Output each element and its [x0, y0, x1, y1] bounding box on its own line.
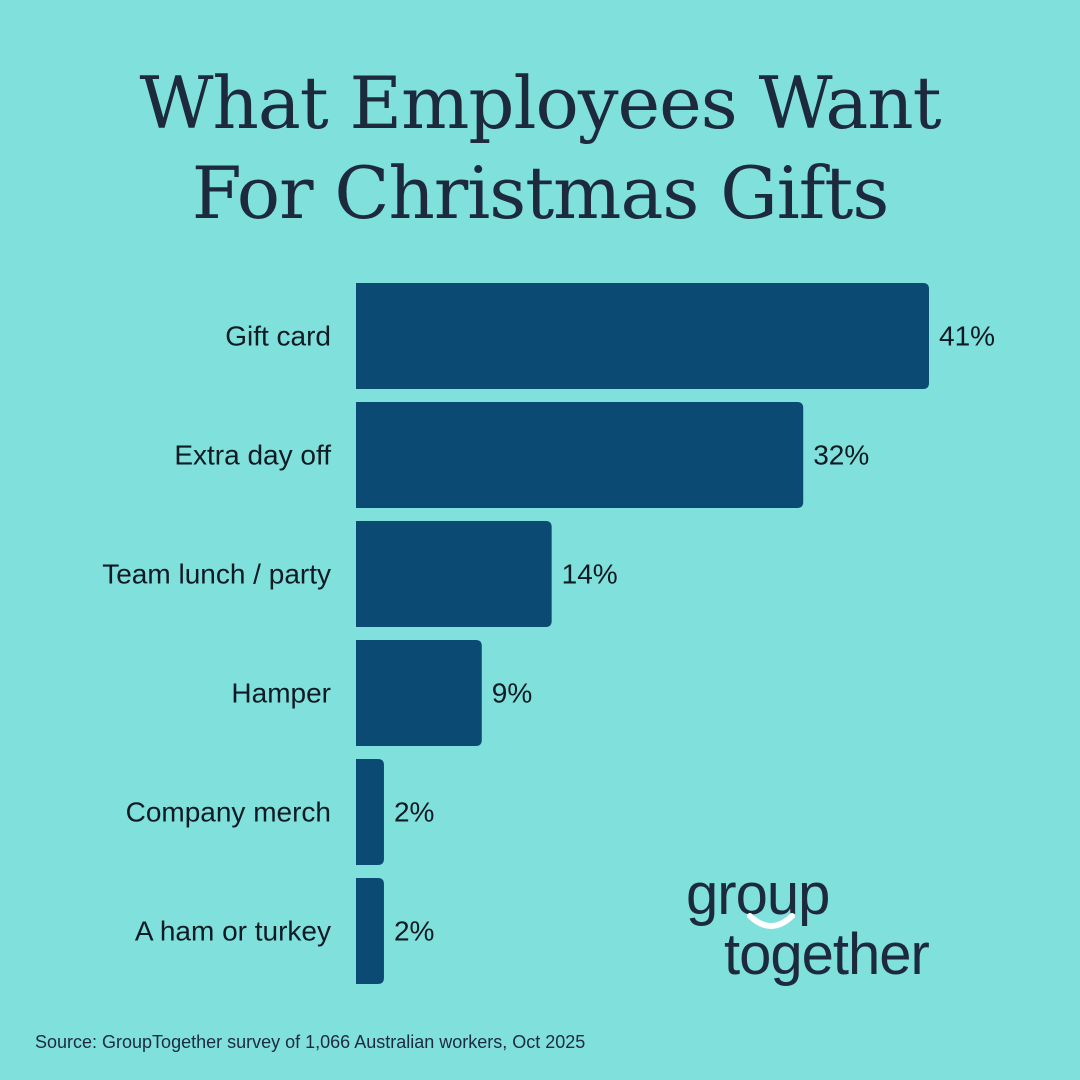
- category-label: A ham or turkey: [135, 915, 331, 946]
- category-label: Team lunch / party: [102, 558, 331, 589]
- chart-title: What Employees Want For Christmas Gifts: [0, 58, 1080, 238]
- source-note: Source: GroupTogether survey of 1,066 Au…: [35, 1032, 586, 1052]
- grouptogether-logo: group together: [686, 866, 1016, 996]
- logo-word-group: group: [686, 862, 830, 927]
- bar-a-ham-or-turkey: [356, 878, 384, 984]
- value-label: 14%: [562, 558, 618, 589]
- bar-team-lunch-party: [356, 521, 552, 627]
- category-label: Hamper: [231, 677, 331, 708]
- value-label: 2%: [394, 915, 434, 946]
- bar-company-merch: [356, 759, 384, 865]
- title-line-2: For Christmas Gifts: [191, 151, 890, 235]
- title-line-1: What Employees Want: [139, 61, 941, 145]
- logo-word-together: together: [724, 922, 930, 987]
- value-label: 9%: [492, 677, 532, 708]
- bar-hamper: [356, 640, 482, 746]
- category-label: Gift card: [225, 320, 331, 351]
- bar-extra-day-off: [356, 402, 804, 508]
- category-label: Extra day off: [174, 439, 331, 470]
- logo-smile-icon: [747, 913, 795, 929]
- category-label: Company merch: [126, 796, 331, 827]
- value-label: 32%: [813, 439, 869, 470]
- value-label: 2%: [394, 796, 434, 827]
- value-label: 41%: [939, 320, 995, 351]
- bar-gift-card: [356, 283, 929, 389]
